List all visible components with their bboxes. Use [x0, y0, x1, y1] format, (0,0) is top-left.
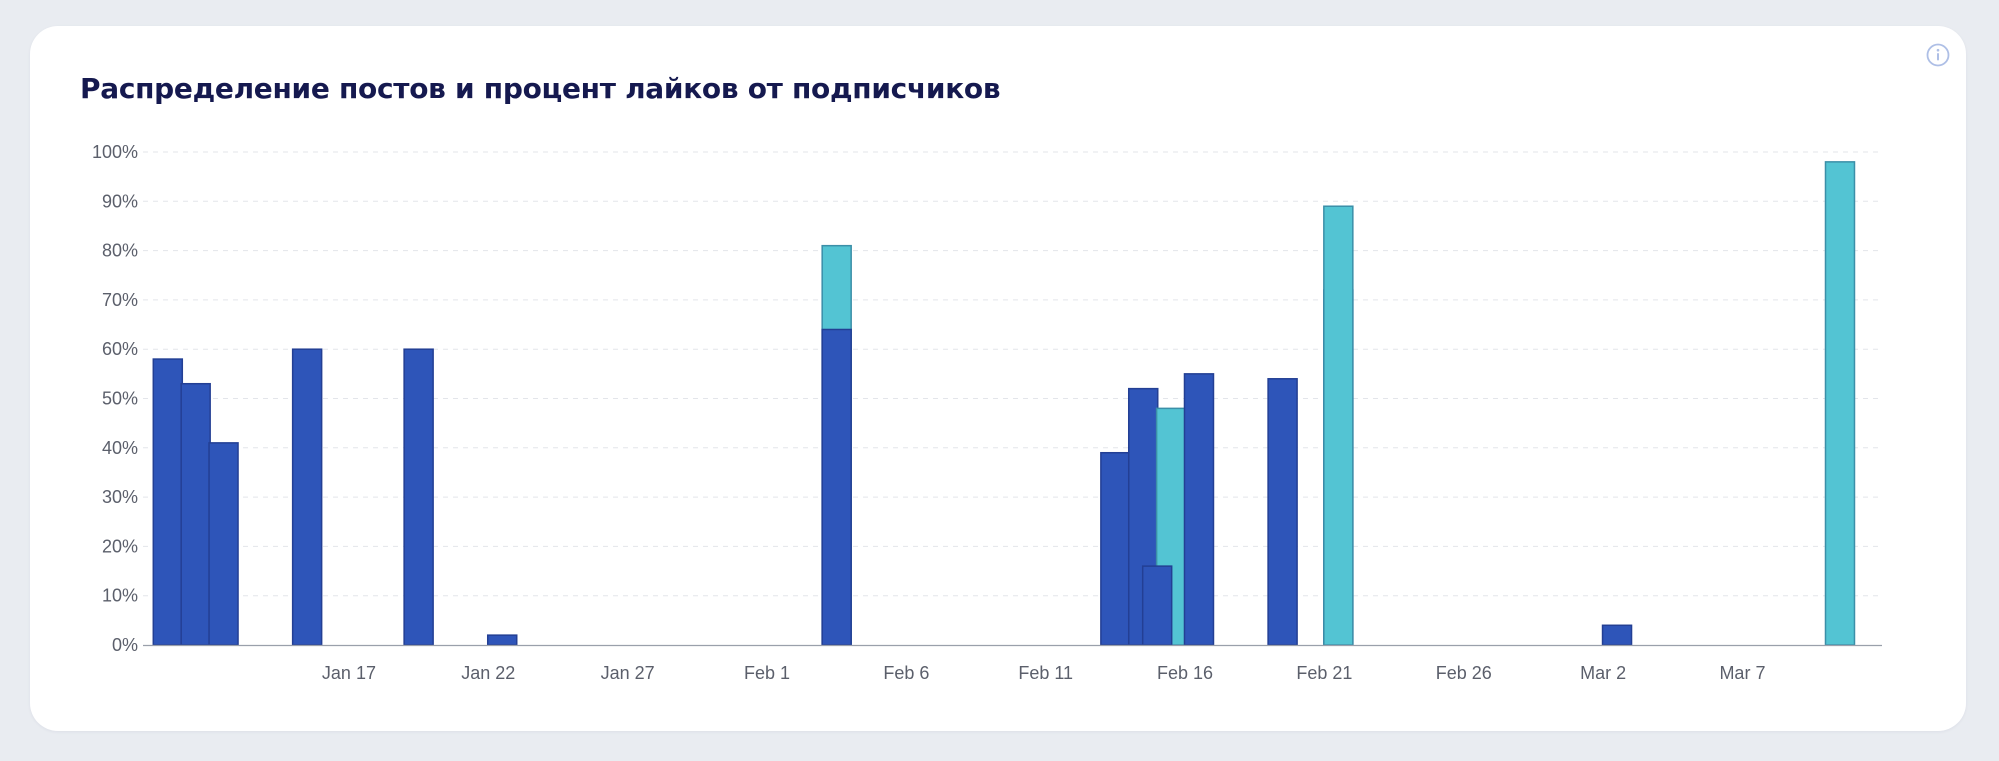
- bar[interactable]: [291, 348, 323, 646]
- chart-title: Распределение постов и процент лайков от…: [80, 72, 1001, 105]
- bar[interactable]: [1323, 205, 1354, 646]
- bar[interactable]: [1824, 161, 1856, 646]
- bar[interactable]: [152, 358, 184, 646]
- bar[interactable]: [486, 634, 518, 646]
- bar[interactable]: [180, 382, 211, 646]
- bar[interactable]: [1601, 624, 1633, 646]
- info-icon[interactable]: [1926, 43, 1950, 67]
- bar[interactable]: [1267, 378, 1298, 646]
- bar[interactable]: [1183, 373, 1215, 646]
- bar[interactable]: [1100, 451, 1131, 646]
- bar[interactable]: [1141, 565, 1173, 646]
- bar[interactable]: [821, 328, 852, 646]
- chart-card: [30, 26, 1966, 731]
- bar[interactable]: [403, 348, 434, 646]
- bar[interactable]: [208, 442, 239, 646]
